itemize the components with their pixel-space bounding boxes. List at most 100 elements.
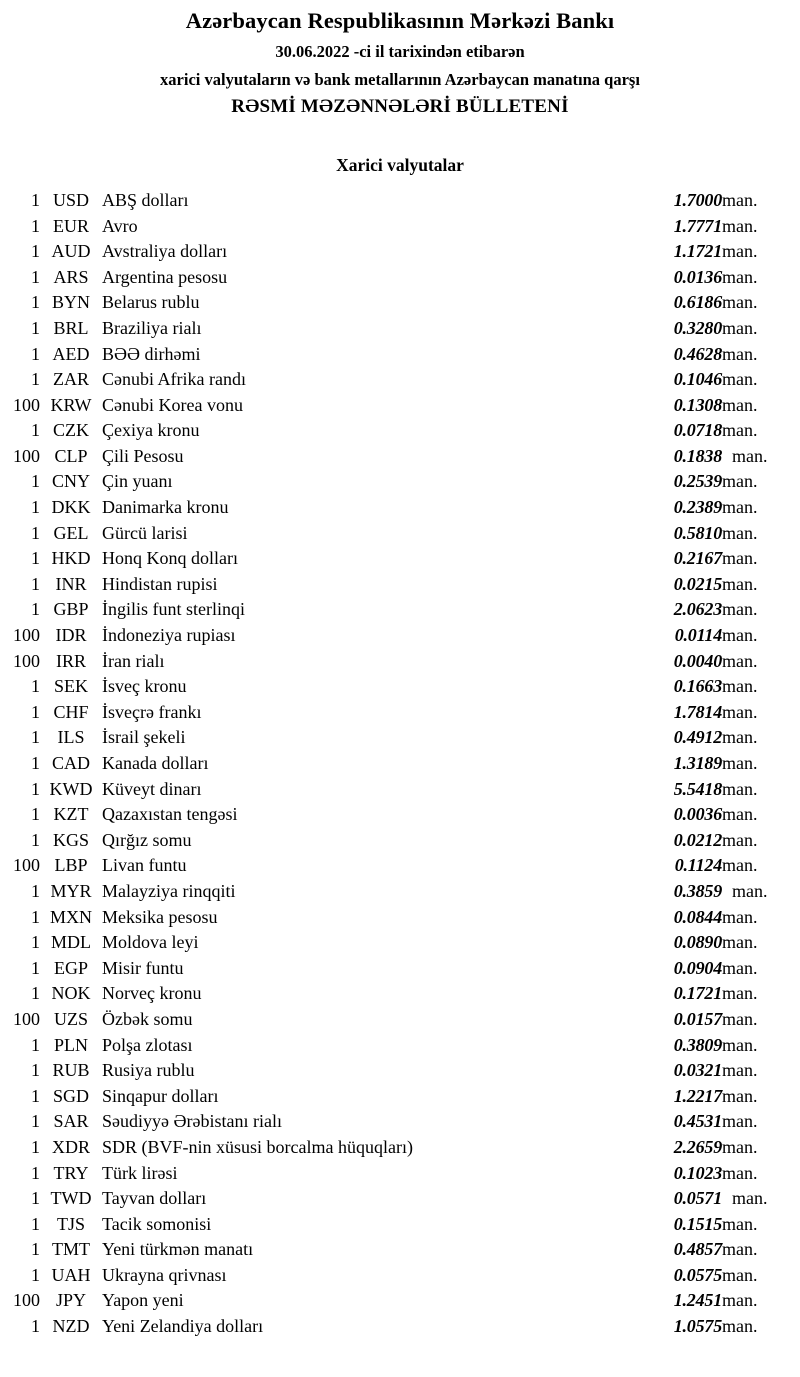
bank-title: Azərbaycan Respublikasının Mərkəzi Bankı [185, 8, 615, 33]
currency-unit: man. [722, 471, 758, 492]
currency-name: Yeni Zelandiya dolları [102, 1316, 264, 1337]
currency-amount: 100 [13, 855, 40, 876]
effective-date-line: 30.06.2022 -ci il tarixindən etibarən [275, 41, 525, 61]
currency-name: Cənubi Afrika randı [102, 369, 246, 390]
currency-name: Honq Konq dolları [102, 548, 238, 569]
currency-amount: 100 [13, 1008, 40, 1029]
currency-rate: 0.3859 [673, 880, 723, 901]
currency-name: Tacik somonisi [102, 1213, 212, 1234]
currency-code: KZT [53, 804, 89, 825]
table-row: 1 SGD Sinqapur dolları 1.2217 man. [0, 1084, 800, 1110]
currency-code: TMT [52, 1239, 90, 1260]
currency-code: DKK [51, 497, 91, 518]
table-row: 1 ILS İsrail şekeli 0.4912 man. [0, 725, 800, 751]
currency-code: AED [52, 343, 90, 364]
table-row: 1 INR Hindistan rupisi 0.0215 man. [0, 572, 800, 598]
currency-unit: man. [722, 676, 758, 697]
currency-amount: 1 [31, 189, 40, 210]
currency-rate: 0.0040 [673, 650, 723, 671]
currency-name: Qazaxıstan tengəsi [102, 804, 238, 825]
currency-code: CZK [53, 420, 89, 441]
currency-name: Qırğız somu [102, 829, 192, 850]
currency-name: Sinqapur dolları [102, 1085, 219, 1106]
table-row: 100 IDR İndoneziya rupiası 0.0114 man. [0, 623, 800, 649]
currency-unit: man. [722, 1316, 758, 1337]
currency-rate: 0.1046 [673, 369, 723, 390]
currency-amount: 1 [31, 599, 40, 620]
currency-amount: 1 [31, 1162, 40, 1183]
table-row: 1 NZD Yeni Zelandiya dolları 1.0575 man. [0, 1314, 800, 1340]
currency-code: TWD [50, 1188, 92, 1209]
currency-name: Çexiya kronu [102, 420, 200, 441]
currency-rate: 1.7000 [673, 189, 723, 210]
table-row: 1 PLN Polşa zlotası 0.3809 man. [0, 1033, 800, 1059]
currency-code: ILS [57, 727, 85, 748]
currency-amount: 1 [31, 573, 40, 594]
table-row: 100 KRW Cənubi Korea vonu 0.1308 man. [0, 393, 800, 419]
currency-rate: 0.0904 [673, 957, 723, 978]
currency-rate: 1.1721 [673, 241, 723, 262]
currency-code: SGD [52, 1085, 89, 1106]
table-row: 1 RUB Rusiya rublu 0.0321 man. [0, 1058, 800, 1084]
currency-unit: man. [722, 343, 758, 364]
currency-amount: 1 [31, 420, 40, 441]
currency-code: PLN [53, 1034, 88, 1055]
table-row: 1 ARS Argentina pesosu 0.0136 man. [0, 265, 800, 291]
currency-amount: 100 [13, 445, 40, 466]
currency-rate: 0.1023 [673, 1162, 723, 1183]
currency-name: İndoneziya rupiası [102, 625, 236, 646]
currency-unit: man. [722, 625, 758, 646]
currency-amount: 1 [31, 497, 40, 518]
currency-rate: 1.7771 [673, 215, 723, 236]
currency-code: CHF [53, 701, 89, 722]
document-header: Azərbaycan Respublikasının Mərkəzi Bankı… [0, 0, 800, 119]
currency-amount: 1 [31, 778, 40, 799]
currency-rate: 2.0623 [673, 599, 723, 620]
currency-rate: 0.1124 [674, 855, 723, 876]
currency-code: IRR [55, 650, 86, 671]
table-row: 1 KGS Qırğız somu 0.0212 man. [0, 828, 800, 854]
bulletin-title: RƏSMİ MƏZƏNNƏLƏRİ BÜLLETENİ [231, 96, 569, 118]
currency-unit: man. [732, 445, 768, 466]
currency-unit: man. [722, 1111, 758, 1132]
table-row: 1 NOK Norveç kronu 0.1721 man. [0, 981, 800, 1007]
subject-line: xarici valyutaların və bank metallarının… [160, 70, 640, 90]
currency-name: Malayziya rinqqiti [102, 880, 236, 901]
currency-rate: 0.4857 [673, 1239, 723, 1260]
currency-name: Yeni türkmən manatı [102, 1239, 254, 1260]
currency-amount: 1 [31, 957, 40, 978]
currency-amount: 1 [31, 1034, 40, 1055]
currency-unit: man. [722, 983, 758, 1004]
currency-amount: 1 [31, 829, 40, 850]
currency-code: CLP [54, 445, 88, 466]
currency-name: Gürcü larisi [102, 522, 188, 543]
currency-rate: 5.5418 [673, 778, 723, 799]
currency-rate: 0.3280 [673, 317, 723, 338]
currency-amount: 1 [31, 727, 40, 748]
currency-code: HKD [51, 548, 91, 569]
table-row: 1 SEK İsveç kronu 0.1663 man. [0, 674, 800, 700]
currency-code: BYN [51, 292, 90, 313]
currency-amount: 1 [31, 317, 40, 338]
table-row: 1 GEL Gürcü larisi 0.5810 man. [0, 521, 800, 547]
table-row: 1 TRY Türk lirəsi 0.1023 man. [0, 1161, 800, 1187]
currency-rate: 1.7814 [673, 701, 723, 722]
currency-amount: 1 [31, 804, 40, 825]
currency-rate: 0.4628 [673, 343, 723, 364]
currency-rate: 0.0571 [673, 1188, 723, 1209]
currency-rate: 1.2451 [673, 1290, 723, 1311]
currency-name: Ukrayna qrivnası [102, 1264, 227, 1285]
currency-unit: man. [722, 727, 758, 748]
currency-code: EGP [53, 957, 88, 978]
currency-code: KGS [52, 829, 89, 850]
table-row: 1 KWD Küveyt dinarı 5.5418 man. [0, 777, 800, 803]
currency-unit: man. [722, 241, 758, 262]
currency-name: Avstraliya dolları [102, 241, 228, 262]
currency-code: AUD [51, 241, 91, 262]
currency-code: ARS [53, 266, 89, 287]
currency-name: Belarus rublu [102, 292, 200, 313]
currency-code: CAD [51, 753, 90, 773]
table-row: 1 EGP Misir funtu 0.0904 man. [0, 956, 800, 982]
table-row: 1 DKK Danimarka kronu 0.2389 man. [0, 495, 800, 521]
